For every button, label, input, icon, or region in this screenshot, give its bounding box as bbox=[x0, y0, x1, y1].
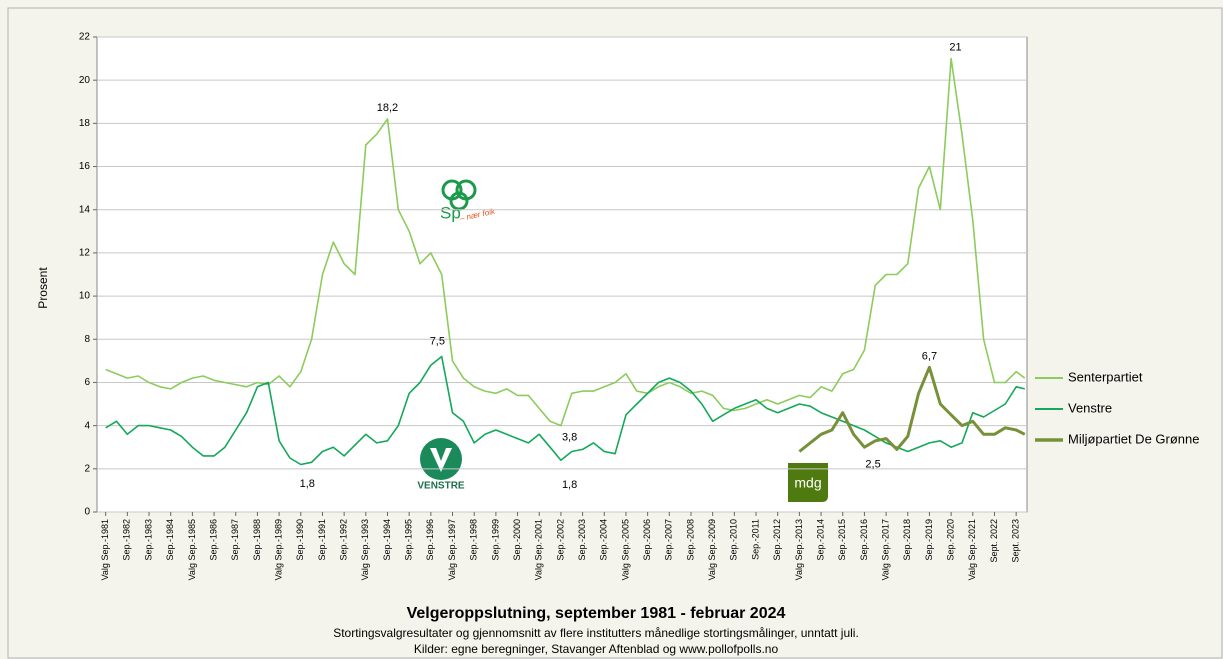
series-line bbox=[798, 365, 1026, 453]
annotation: 7,5 bbox=[430, 335, 445, 347]
x-tick-label: Sep.-2018 bbox=[902, 519, 912, 561]
y-axis-label: Prosent bbox=[36, 267, 50, 309]
x-tick-label: Sep.-2016 bbox=[859, 519, 869, 561]
x-tick-label: Sep.-2007 bbox=[664, 519, 674, 561]
y-tick-label: 0 bbox=[84, 507, 90, 518]
x-tick-label: Sep.-1995 bbox=[404, 519, 414, 561]
x-tick-label: Valg Sep.-2005 bbox=[620, 519, 630, 580]
x-tick-label: Valg Sep.-2001 bbox=[534, 519, 544, 580]
x-tick-label: Sep.-2004 bbox=[599, 519, 609, 561]
x-tick-label: Valg Sep.-1993 bbox=[360, 519, 370, 580]
annotation: 18,2 bbox=[377, 102, 398, 114]
y-tick-label: 4 bbox=[84, 420, 90, 431]
annotation: 1,8 bbox=[562, 479, 577, 491]
x-tick-label: Sept. 2022 bbox=[989, 519, 999, 563]
x-tick-label: Valg Sep.-1997 bbox=[447, 519, 457, 580]
x-tick-label: Valg Sep.-2017 bbox=[880, 519, 890, 580]
venstre-logo: VENSTRE bbox=[417, 438, 465, 492]
mdg-logo-text: mdg bbox=[794, 475, 821, 491]
x-tick-label: Sep.-1988 bbox=[252, 519, 262, 561]
y-tick-label: 6 bbox=[84, 377, 90, 388]
y-tick-label: 16 bbox=[79, 161, 91, 172]
x-tick-label: Sep.-2003 bbox=[577, 519, 587, 561]
y-tick-label: 10 bbox=[79, 291, 91, 302]
x-tick-label: Sep.-2020 bbox=[946, 519, 956, 561]
series-line bbox=[105, 355, 1025, 466]
x-tick-label: Valg Sep.-1981 bbox=[100, 519, 110, 580]
y-tick-label: 22 bbox=[79, 32, 91, 43]
source: Kilder: egne beregninger, Stavanger Afte… bbox=[414, 642, 779, 656]
x-tick-label: Valg Sep.-1985 bbox=[187, 519, 197, 580]
x-tick-label: Sep.-1992 bbox=[339, 519, 349, 561]
x-tick-label: Sep.-1987 bbox=[230, 519, 240, 561]
y-tick-label: 12 bbox=[79, 248, 91, 259]
y-tick-label: 2 bbox=[84, 463, 90, 474]
y-tick-label: 14 bbox=[79, 204, 91, 215]
x-tick-label: Sep.-1982 bbox=[122, 519, 132, 561]
annotation: 2,5 bbox=[865, 458, 880, 470]
sp-logo-text: Sp bbox=[440, 203, 461, 222]
x-tick-label: Sep.-2011 bbox=[750, 519, 760, 560]
y-tick-label: 20 bbox=[79, 75, 91, 86]
annotation: 21 bbox=[949, 42, 961, 54]
annotation: 3,8 bbox=[562, 431, 577, 443]
annotation: 1,8 bbox=[300, 478, 315, 490]
x-tick-label: Sep.-1999 bbox=[490, 519, 500, 561]
x-tick-label: Sep.-2008 bbox=[685, 519, 695, 561]
x-tick-label: Valg Sep.-2021 bbox=[967, 519, 977, 580]
x-tick-label: Valg Sep.-2013 bbox=[794, 519, 804, 580]
x-tick-label: Sep.-1998 bbox=[469, 519, 479, 561]
x-tick-label: Sep.-1983 bbox=[143, 519, 153, 561]
y-tick-label: 8 bbox=[84, 334, 90, 345]
x-tick-label: Sept. 2023 bbox=[1011, 519, 1021, 563]
x-tick-label: Valg Sep.-2009 bbox=[707, 519, 717, 580]
series-line bbox=[105, 57, 1026, 427]
x-tick-label: Sep.-1990 bbox=[295, 519, 305, 561]
x-tick-label: Sep.-1986 bbox=[208, 519, 218, 561]
x-tick-label: Sep.-2000 bbox=[512, 519, 522, 561]
x-tick-label: Sep.-1991 bbox=[317, 519, 327, 561]
legend-label: Venstre bbox=[1068, 400, 1112, 415]
x-tick-label: Valg Sep.-1989 bbox=[273, 519, 283, 580]
annotation: 6,7 bbox=[922, 350, 937, 362]
legend-label: Miljøpartiet De Grønne bbox=[1068, 431, 1199, 446]
x-tick-label: Sep.-2006 bbox=[642, 519, 652, 561]
x-tick-label: Sep.-2019 bbox=[924, 519, 934, 561]
mdg-logo: mdg bbox=[788, 463, 828, 502]
x-tick-label: Sep.-2002 bbox=[555, 519, 565, 561]
plot-area bbox=[96, 36, 1028, 513]
subtitle: Stortingsvalgresultater og gjennomsnitt … bbox=[333, 626, 859, 640]
x-tick-label: Sep.-2014 bbox=[815, 519, 825, 561]
chart-title: Velgeroppslutning, september 1981 - febr… bbox=[407, 605, 786, 622]
venstre-logo-text: VENSTRE bbox=[417, 481, 465, 492]
x-tick-label: Sep.-1994 bbox=[382, 519, 392, 561]
legend-label: Senterpartiet bbox=[1068, 369, 1143, 384]
y-tick-label: 18 bbox=[79, 118, 91, 129]
x-tick-label: Sep.-2012 bbox=[772, 519, 782, 561]
x-tick-label: Sep.-2010 bbox=[729, 519, 739, 561]
x-tick-label: Sep.-1984 bbox=[165, 519, 175, 561]
x-tick-label: Sep.-2015 bbox=[837, 519, 847, 561]
x-tick-label: Sep.-1996 bbox=[425, 519, 435, 561]
